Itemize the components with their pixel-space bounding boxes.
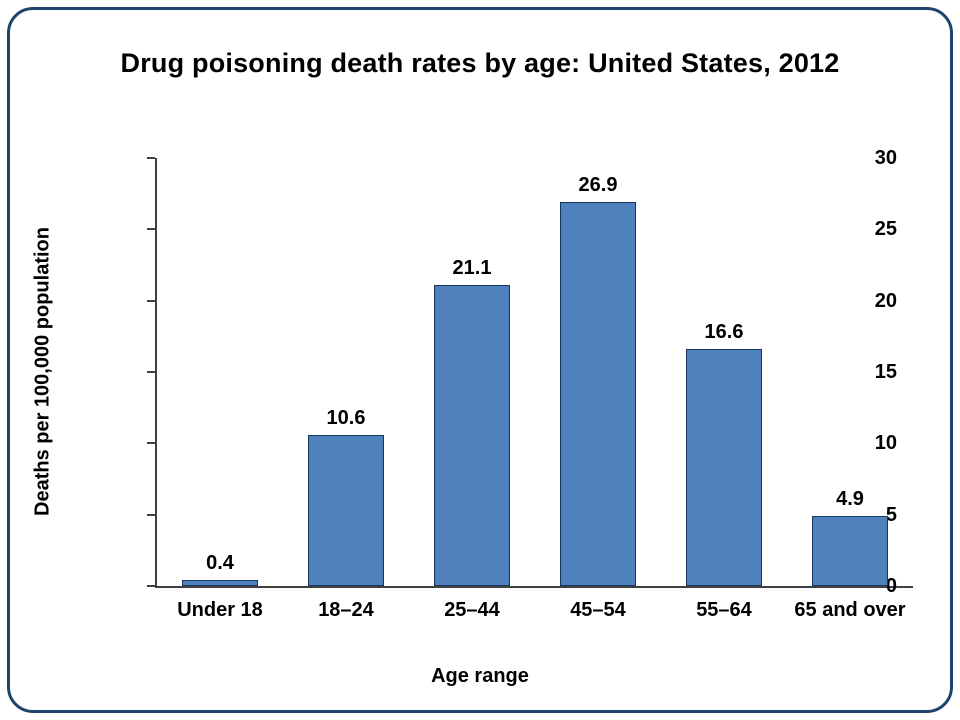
bar-column: 10.6	[283, 158, 409, 586]
bar-column: 0.4	[157, 158, 283, 586]
bar	[308, 434, 384, 586]
y-tick-label: 15	[874, 361, 897, 383]
bar-value-label: 21.1	[452, 256, 492, 279]
x-axis-title: Age range	[431, 665, 529, 687]
y-tick-mark	[147, 442, 155, 445]
x-label-slot: Under 18	[157, 598, 283, 623]
y-tick-label: 25	[874, 218, 897, 241]
bar-value-label: 4.9	[836, 488, 864, 511]
bar	[434, 284, 510, 586]
y-axis-ticks: 0 5 10 15 20 25 30	[147, 148, 913, 596]
y-tick-label: 20	[874, 289, 897, 312]
x-category-label: 18–24	[318, 599, 374, 621]
x-category-label: 25–44	[444, 599, 500, 621]
y-tick-label: 5	[885, 503, 897, 526]
x-category-label: Under 18	[177, 599, 263, 621]
x-category-label: 65 and over	[794, 599, 906, 621]
chart-title: Drug poisoning death rates by age: Unite…	[120, 48, 840, 78]
x-label-slot: 18–24	[283, 598, 409, 623]
y-tick-label: 0	[885, 575, 897, 597]
bar	[182, 580, 258, 586]
y-tick-mark	[147, 228, 155, 231]
y-tick-label: 30	[874, 147, 897, 169]
bar	[812, 516, 888, 586]
bar	[686, 349, 762, 586]
x-category-label: 45–54	[570, 599, 626, 621]
bar-value-label: 10.6	[326, 406, 366, 429]
x-label-slot: 55–64	[661, 598, 787, 623]
y-tick-label: 10	[874, 432, 897, 455]
bar-column: 4.9	[787, 158, 913, 586]
x-category-label: 55–64	[696, 599, 752, 621]
x-label-slot: 65 and over	[787, 598, 913, 623]
y-tick-mark	[147, 299, 155, 302]
bar-column: 26.9	[535, 158, 661, 586]
slide-frame: Drug poisoning death rates by age: Unite…	[7, 7, 953, 713]
bar-value-label: 16.6	[704, 321, 744, 344]
y-tick-mark	[147, 371, 155, 373]
y-tick-mark	[147, 513, 155, 516]
bars: 0.4 10.6 21.1 26.9 16.6 4.9	[157, 158, 913, 586]
bar-column: 16.6	[661, 158, 787, 586]
y-tick-mark	[147, 585, 155, 587]
bar-column: 21.1	[409, 158, 535, 586]
x-labels: Under 18 18–24 25–44 45–54 55–64 65 and over	[157, 598, 913, 623]
y-tick-mark	[147, 157, 155, 159]
x-label-slot: 25–44	[409, 598, 535, 623]
y-axis-title: Deaths per 100,000 population	[31, 227, 54, 517]
bar	[560, 202, 636, 586]
bar-value-label: 26.9	[578, 174, 618, 197]
x-label-slot: 45–54	[535, 598, 661, 623]
plot-area: 0 5 10 15 20 25 30 0.4 10.6 21.1 26.9 16.6 4.9 Unde…	[147, 148, 913, 621]
bar-value-label: 0.4	[206, 552, 234, 575]
